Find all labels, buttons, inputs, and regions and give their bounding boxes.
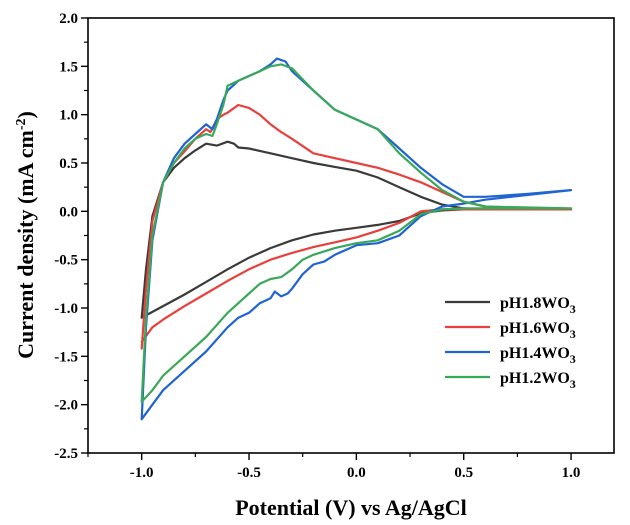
legend-label-main: pH1.4WO [500,345,570,362]
y-tick-label: 1.5 [59,59,78,75]
legend-label-subscript: 3 [570,352,576,366]
y-tick-label: 0.0 [59,204,78,220]
series-line-2 [140,103,573,350]
x-tick-label: 0.5 [454,465,473,481]
y-axis-title-end: ) [13,111,38,118]
series-line-3 [140,57,573,421]
y-tick-label: -2.5 [54,446,78,462]
y-tick-label: -0.5 [54,253,78,269]
y-axis-title-main: Current density (mA cm [13,130,38,359]
y-axis-title: Current density (mA cm-2) [13,111,38,359]
y-tick-label: -2.0 [54,398,78,414]
y-axis-ticks: -2.5 -2.0 -1.5 -1.0 -0.5 0.0 0.5 1.0 1.5 2.0 [54,11,88,462]
legend-label: pH1.8WO3 [500,295,576,316]
x-tick-label: -1.0 [130,465,154,481]
legend-label-subscript: 3 [570,302,576,316]
y-tick-label: 1.0 [59,108,78,124]
series-line-4 [140,63,573,403]
legend-label-subscript: 3 [570,327,576,341]
x-axis-title: Potential (V) vs Ag/AgCl [235,495,467,520]
y-tick-label: 2.0 [59,11,78,27]
y-tick-label: -1.0 [54,301,78,317]
x-tick-label: 1.0 [562,465,581,481]
series-layer [140,57,573,421]
y-tick-label: 0.5 [59,156,78,172]
x-tick-label: 0.0 [347,465,366,481]
series-line-1 [140,140,573,319]
y-tick-label: -1.5 [54,349,78,365]
legend-label: pH1.6WO3 [500,320,576,341]
legend-label: pH1.2WO3 [500,370,576,391]
legend-label-subscript: 3 [570,377,576,391]
legend-label-main: pH1.2WO [500,370,570,387]
y-axis-title-superscript: -2 [14,118,29,130]
legend-label-main: pH1.8WO [500,295,570,312]
x-tick-label: -0.5 [237,465,261,481]
x-axis-ticks: -1.0 -0.5 0.0 0.5 1.0 [87,453,581,481]
legend-label-main: pH1.6WO [500,320,570,337]
legend-label: pH1.4WO3 [500,345,576,366]
